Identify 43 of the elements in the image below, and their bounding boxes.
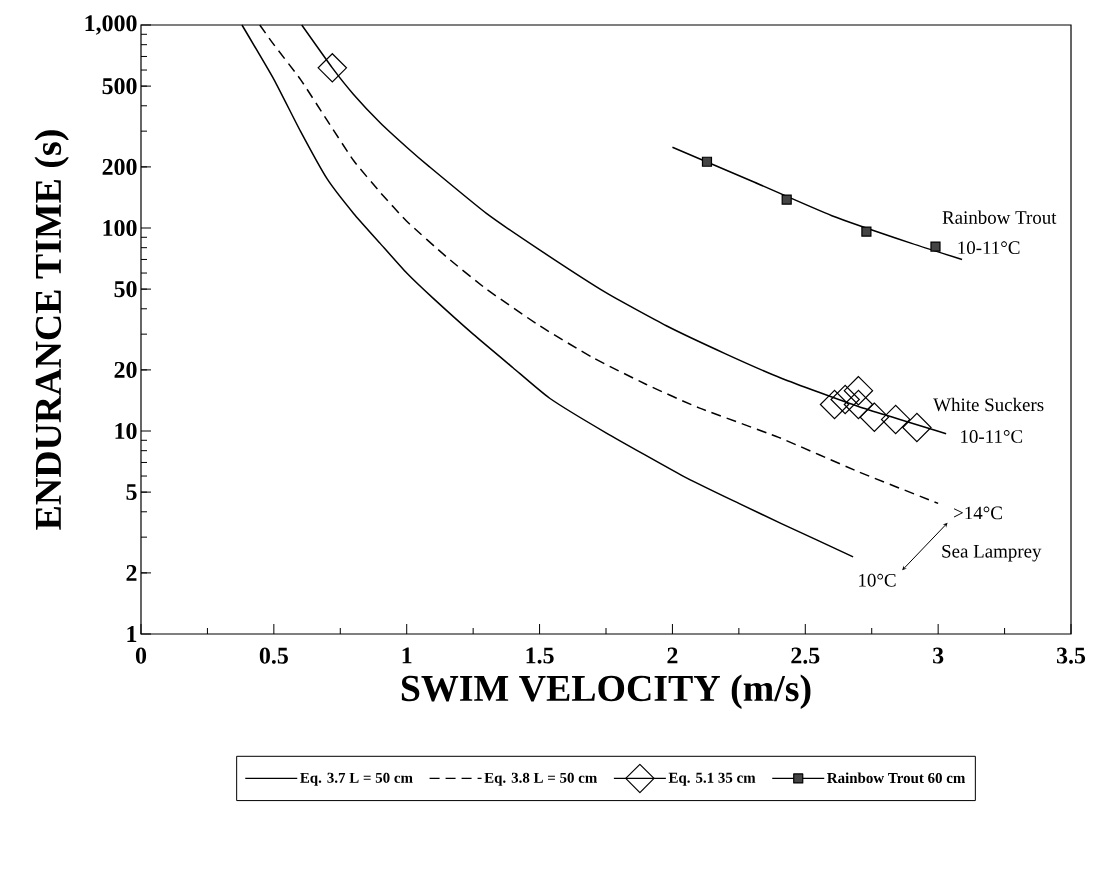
x-tick-label: 2 <box>667 647 678 664</box>
legend-label: Eq. 5.1 35 cm <box>668 772 756 786</box>
annotation: Rainbow Trout <box>942 210 1057 224</box>
x-tick-label: 2.5 <box>791 647 820 664</box>
x-tick-label: 1.5 <box>526 647 554 664</box>
y-tick-label: 20 <box>114 361 137 378</box>
point <box>930 241 941 252</box>
annotation: >14°C <box>954 506 1002 520</box>
point <box>843 375 874 406</box>
y-tick-label: 5 <box>126 484 137 501</box>
y-tick-label: 100 <box>103 219 137 237</box>
point <box>317 53 348 83</box>
point <box>781 194 792 205</box>
y-tick-label: 500 <box>102 78 137 95</box>
annotation: Sea Lamprey <box>942 544 1042 562</box>
point <box>880 404 911 435</box>
x-tick-label: 0.5 <box>259 647 288 664</box>
point <box>701 156 713 167</box>
annotation: White Suckers <box>933 397 1044 412</box>
annotation: 10-11°C <box>958 241 1020 255</box>
legend-label: Eq. 3.7 L = 50 cm <box>300 772 413 786</box>
y-axis-title: ENDURANCE TIME (s) <box>34 130 69 530</box>
point <box>861 226 872 237</box>
annotation: 10-11°C <box>961 430 1023 443</box>
y-tick-label: 2 <box>126 564 137 581</box>
x-tick-label: 0 <box>135 647 147 664</box>
legend-label: Rainbow Trout 60 cm <box>827 772 966 784</box>
y-tick-label: 50 <box>114 281 137 298</box>
point <box>902 412 932 443</box>
x-tick-label: 3.5 <box>1056 647 1086 664</box>
annotation: 10°C <box>859 573 896 587</box>
y-tick-label: 200 <box>102 158 137 175</box>
y-tick-label: 1 <box>127 626 137 642</box>
x-tick-label: 1 <box>402 647 412 664</box>
point <box>843 389 874 420</box>
point <box>830 384 860 415</box>
x-tick-label: 3 <box>933 647 944 664</box>
y-tick-label: 1,000 <box>85 15 137 35</box>
legend-label: Eq. 3.8 L = 50 cm <box>484 772 598 786</box>
point <box>819 389 850 420</box>
x-axis-title: SWIM VELOCITY (m/s) <box>401 674 811 709</box>
y-tick-label: 10 <box>115 422 137 440</box>
point <box>859 402 890 432</box>
